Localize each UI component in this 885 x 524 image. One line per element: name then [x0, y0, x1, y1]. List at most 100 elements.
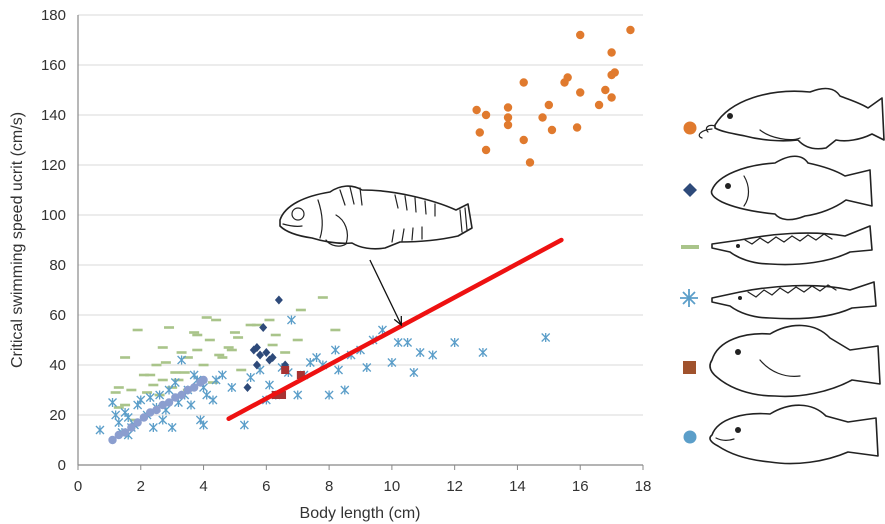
point-green-dash — [138, 373, 149, 377]
y-tick-label: 20 — [49, 407, 66, 424]
point-green-dash — [226, 348, 237, 352]
point-orange-circle — [481, 145, 491, 155]
point-green-dash — [267, 343, 278, 347]
point-blue-asterisk — [186, 400, 196, 410]
point-blue-asterisk — [208, 395, 218, 405]
point-dark-diamond — [259, 323, 268, 332]
point-green-dash — [217, 356, 228, 359]
legend-catfish-drawing — [698, 87, 885, 150]
point-orange-circle — [601, 85, 610, 95]
point-blue-asterisk — [409, 368, 419, 377]
point-orange-circle — [519, 135, 528, 145]
fit-line — [226, 237, 564, 421]
point-green-dash — [113, 406, 124, 409]
x-tick-label: 12 — [446, 478, 463, 495]
point-light-circle — [199, 375, 208, 385]
point-orange-circle — [607, 93, 616, 102]
point-light-circle — [152, 405, 161, 415]
point-green-dash — [142, 391, 153, 394]
point-green-dash — [204, 338, 215, 342]
legend-orange-circle-marker — [683, 121, 697, 135]
point-red-square — [281, 366, 290, 374]
point-orange-circle — [572, 123, 582, 132]
y-tick-label: 0 — [58, 457, 66, 474]
point-green-dash — [251, 323, 262, 327]
point-green-dash — [223, 346, 234, 349]
point-blue-asterisk — [246, 373, 256, 382]
point-light-circle — [120, 428, 130, 437]
point-green-dash — [317, 296, 328, 299]
x-tick-label: 2 — [137, 478, 145, 495]
point-green-dash — [110, 391, 121, 394]
point-orange-circle — [475, 128, 484, 137]
point-blue-asterisk — [478, 348, 488, 357]
point-light-circle — [133, 418, 142, 427]
point-green-dash — [160, 361, 171, 364]
x-tick-label: 18 — [635, 478, 652, 495]
point-light-circle — [177, 390, 186, 400]
point-blue-asterisk — [340, 385, 350, 395]
point-blue-asterisk — [145, 393, 155, 402]
point-green-dash — [270, 333, 281, 337]
point-red-square — [296, 371, 305, 379]
annotation-arrow-line — [369, 259, 402, 326]
legend — [680, 87, 885, 465]
legend-sturgeon2-drawing — [711, 281, 877, 320]
point-orange-circle — [576, 88, 585, 97]
x-axis-label: Body length (cm) — [300, 505, 421, 522]
point-light-circle — [127, 423, 136, 432]
point-orange-circle — [610, 68, 619, 77]
y-tick-label: 160 — [41, 57, 66, 74]
point-blue-asterisk — [227, 383, 237, 392]
x-tick-label: 4 — [199, 478, 207, 495]
y-tick-label: 40 — [49, 357, 66, 374]
point-red-square — [278, 391, 287, 399]
legend-red-square-marker — [683, 361, 696, 374]
point-green-dash — [280, 351, 291, 354]
point-blue-asterisk — [393, 338, 403, 347]
point-light-circle — [164, 398, 174, 407]
point-orange-circle — [481, 110, 491, 120]
point-orange-circle — [503, 120, 513, 130]
point-green-dash — [192, 333, 203, 337]
point-blue-asterisk — [177, 355, 187, 365]
legend-sculpin-drawing — [709, 324, 881, 398]
point-orange-circle — [547, 125, 557, 135]
point-orange-circle — [525, 158, 535, 167]
data-points — [95, 25, 635, 445]
point-orange-circle — [626, 25, 635, 35]
point-dark-diamond — [252, 360, 261, 370]
x-tick-label: 8 — [325, 478, 333, 495]
y-tick-label: 80 — [49, 257, 66, 274]
point-orange-circle — [503, 113, 513, 122]
point-orange-circle — [563, 73, 572, 82]
point-green-dash — [151, 363, 162, 367]
point-green-dash — [182, 356, 193, 359]
point-blue-asterisk — [387, 358, 397, 367]
point-green-dash — [264, 318, 275, 322]
legend-minnow-drawing — [710, 155, 873, 221]
point-green-dash — [211, 318, 222, 322]
point-dark-diamond — [256, 350, 265, 360]
fit-line-layer — [226, 237, 564, 421]
point-light-circle — [189, 383, 199, 392]
point-blue-asterisk — [199, 420, 209, 430]
point-blue-asterisk — [148, 423, 158, 432]
point-orange-circle — [594, 100, 604, 110]
tick-labels: 0 20 40 60 80 100 120 140 160 180 0 2 4 6 8 10 12 14 16 18 — [41, 7, 651, 495]
point-green-dash — [157, 378, 168, 382]
x-tick-label: 6 — [262, 478, 270, 495]
point-green-dash — [189, 331, 200, 334]
point-blue-asterisk — [123, 413, 133, 422]
point-blue-asterisk — [202, 390, 212, 400]
y-tick-label: 120 — [41, 157, 66, 174]
point-dark-diamond — [252, 343, 261, 352]
point-green-dash — [126, 388, 137, 392]
point-green-dash — [214, 353, 225, 357]
legend-sturgeon-drawing — [711, 225, 873, 266]
x-tick-label: 14 — [509, 478, 526, 495]
point-blue-asterisk — [108, 398, 117, 407]
point-blue-asterisk — [111, 410, 121, 420]
